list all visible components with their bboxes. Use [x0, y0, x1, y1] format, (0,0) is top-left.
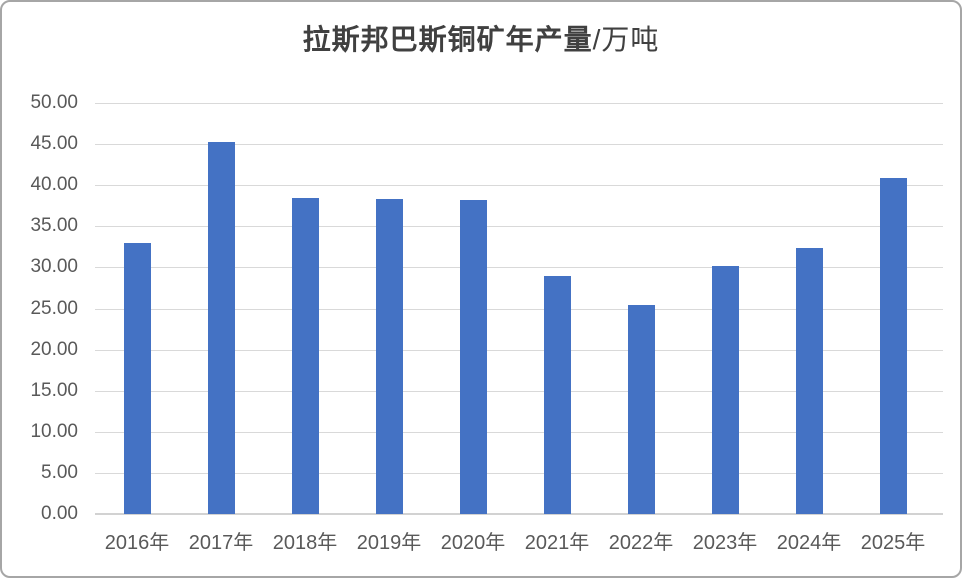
bar-2019年 — [375, 199, 403, 514]
bar-2018年 — [291, 197, 319, 514]
bar-2021年 — [543, 276, 571, 514]
y-axis-tick-label: 50.00 — [30, 92, 78, 113]
x-axis-line — [95, 513, 943, 515]
bar-2016年 — [123, 242, 151, 514]
x-axis-tick-label: 2020年 — [440, 532, 506, 554]
y-axis-tick-label: 25.00 — [30, 297, 78, 319]
x-axis-tick-label: 2017年 — [188, 532, 254, 554]
y-axis-tick-label: 40.00 — [30, 174, 78, 196]
chart-title: 拉斯邦巴斯铜矿年产量/万吨 — [2, 18, 960, 58]
gridline — [95, 431, 943, 433]
x-axis-tick-label: 2021年 — [524, 532, 590, 554]
gridline — [95, 226, 943, 228]
gridline — [95, 472, 943, 474]
gridline — [95, 144, 943, 146]
y-axis-tick-label: 30.00 — [30, 256, 78, 278]
y-axis-tick-label: 15.00 — [30, 379, 78, 401]
x-axis-tick-label: 2023年 — [692, 532, 758, 554]
y-axis-tick-label: 5.00 — [41, 461, 78, 483]
y-axis-tick-label: 35.00 — [30, 215, 78, 237]
x-axis-tick-label: 2022年 — [608, 532, 674, 554]
bar-2023年 — [711, 265, 739, 514]
x-axis-tick-label: 2018年 — [272, 532, 338, 554]
bar-2022年 — [627, 305, 655, 514]
bar-2024年 — [795, 248, 823, 514]
gridline — [95, 308, 943, 310]
x-axis-tick-label: 2025年 — [860, 532, 926, 554]
chart-title-main: 拉斯邦巴斯铜矿年产量 — [302, 24, 593, 55]
y-axis-tick-label: 0.00 — [41, 503, 78, 524]
gridline — [95, 349, 943, 351]
x-axis-tick-label: 2016年 — [104, 532, 170, 554]
x-axis-tick-label: 2024年 — [776, 532, 842, 554]
gridline — [95, 185, 943, 187]
gridline — [95, 267, 943, 269]
x-axis-tick-label: 2019年 — [356, 532, 422, 554]
gridline — [95, 390, 943, 392]
bar-2020年 — [459, 199, 487, 514]
chart-title-unit-suffix: /万吨 — [592, 24, 660, 55]
y-axis-tick-label: 20.00 — [30, 338, 78, 360]
bar-2017年 — [207, 141, 235, 514]
bar-2025年 — [879, 177, 907, 514]
y-axis-tick-label: 45.00 — [30, 133, 78, 155]
gridline — [95, 103, 943, 104]
y-axis-tick-label: 10.00 — [30, 420, 78, 442]
